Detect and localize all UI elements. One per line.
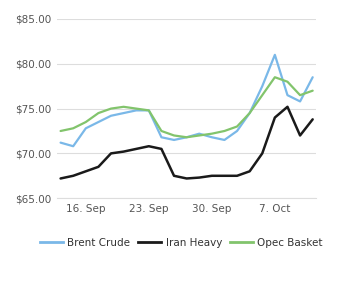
Legend: Brent Crude, Iran Heavy, Opec Basket: Brent Crude, Iran Heavy, Opec Basket: [36, 234, 327, 252]
